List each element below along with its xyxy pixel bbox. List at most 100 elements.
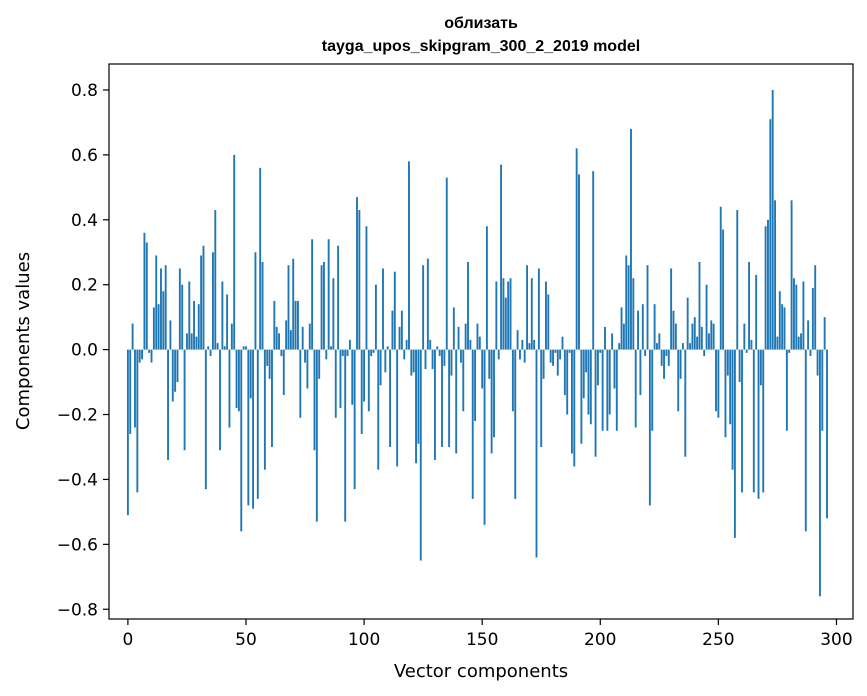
bar-81 xyxy=(318,349,321,379)
bar-40 xyxy=(221,281,224,350)
bar-255 xyxy=(729,349,732,425)
bar-179 xyxy=(549,349,552,363)
x-axis: 0 50 100 150 200 250 300 xyxy=(122,619,853,650)
bar-69 xyxy=(289,330,292,350)
bar-156 xyxy=(495,281,498,350)
bar-248 xyxy=(712,323,715,350)
bar-139 xyxy=(455,349,458,454)
bar-49 xyxy=(242,346,245,350)
bar-30 xyxy=(197,304,200,350)
bar-51 xyxy=(247,349,250,506)
bar-65 xyxy=(280,349,283,357)
bar-166 xyxy=(519,349,521,360)
bar-90 xyxy=(339,349,342,409)
bar-169 xyxy=(526,265,528,350)
bar-236 xyxy=(684,349,687,457)
bar-227 xyxy=(663,349,665,379)
bar-56 xyxy=(259,167,262,350)
bar-206 xyxy=(613,349,616,389)
bar-167 xyxy=(521,339,524,350)
bar-228 xyxy=(665,349,668,357)
bar-237 xyxy=(686,297,689,350)
bar-75 xyxy=(304,349,306,363)
bar-229 xyxy=(667,349,670,366)
bar-271 xyxy=(767,219,769,350)
bar-185 xyxy=(563,349,566,396)
bar-60 xyxy=(268,349,271,379)
bar-144 xyxy=(467,261,469,350)
bar-293 xyxy=(818,349,821,597)
bar-48 xyxy=(240,349,243,532)
bar-98 xyxy=(358,210,361,350)
bar-152 xyxy=(485,226,488,350)
bar-2 xyxy=(131,323,134,350)
bar-101 xyxy=(365,226,368,350)
bar-193 xyxy=(582,349,585,399)
bar-188 xyxy=(570,349,573,454)
bar-209 xyxy=(620,307,623,350)
bar-22 xyxy=(178,268,181,350)
bar-195 xyxy=(587,349,590,415)
bar-216 xyxy=(637,310,640,350)
bar-17 xyxy=(167,349,169,460)
bar-171 xyxy=(530,278,533,350)
bar-131 xyxy=(436,346,439,350)
bar-24 xyxy=(183,349,186,451)
bar-113 xyxy=(393,271,396,350)
y-tick-label: 0.2 xyxy=(71,276,98,296)
bar-74 xyxy=(301,326,304,350)
bar-217 xyxy=(639,349,642,396)
bar-154 xyxy=(490,349,493,454)
bar-145 xyxy=(469,339,472,350)
x-tick-label: 0 xyxy=(122,630,133,650)
bar-16 xyxy=(164,265,167,350)
bar-260 xyxy=(741,349,743,493)
bar-162 xyxy=(509,278,512,350)
bar-21 xyxy=(176,349,179,383)
bar-280 xyxy=(788,349,791,353)
bar-157 xyxy=(497,349,500,360)
bar-32 xyxy=(202,245,205,350)
bar-180 xyxy=(552,349,554,366)
bar-123 xyxy=(417,349,420,444)
bar-44 xyxy=(230,323,233,350)
bar-20 xyxy=(174,349,177,392)
bar-150 xyxy=(481,349,484,389)
bar-176 xyxy=(542,349,545,379)
bar-130 xyxy=(434,349,436,460)
bar-241 xyxy=(696,336,699,350)
bar-265 xyxy=(752,349,755,493)
bar-274 xyxy=(774,200,776,350)
bar-26 xyxy=(188,281,191,350)
x-tick-label: 300 xyxy=(820,630,852,650)
bar-290 xyxy=(811,287,814,350)
y-tick-label: 0.8 xyxy=(71,81,98,101)
bar-79 xyxy=(313,349,316,451)
bar-125 xyxy=(422,265,425,350)
bar-264 xyxy=(750,339,753,350)
bar-31 xyxy=(200,255,203,350)
bar-55 xyxy=(256,349,259,499)
bar-35 xyxy=(209,349,212,357)
bar-263 xyxy=(748,261,751,350)
bar-214 xyxy=(632,278,635,350)
bar-12 xyxy=(155,255,158,350)
bar-174 xyxy=(537,268,540,350)
y-axis: −0.8 −0.6 −0.4 −0.2 0.0 0.2 0.4 0.6 0.8 xyxy=(57,81,109,620)
bar-246 xyxy=(707,333,710,350)
bar-259 xyxy=(738,349,741,383)
bar-61 xyxy=(271,349,273,447)
y-tick-label: −0.6 xyxy=(57,535,98,555)
bar-9 xyxy=(148,349,151,353)
bar-67 xyxy=(285,320,288,350)
bar-279 xyxy=(785,349,788,431)
bar-14 xyxy=(160,268,162,350)
bar-111 xyxy=(389,349,392,447)
bar-181 xyxy=(554,349,557,353)
bar-164 xyxy=(514,349,517,499)
bar-136 xyxy=(448,349,451,447)
bar-256 xyxy=(731,349,734,470)
bar-87 xyxy=(332,278,335,350)
bar-238 xyxy=(689,343,691,350)
bar-115 xyxy=(398,326,401,350)
